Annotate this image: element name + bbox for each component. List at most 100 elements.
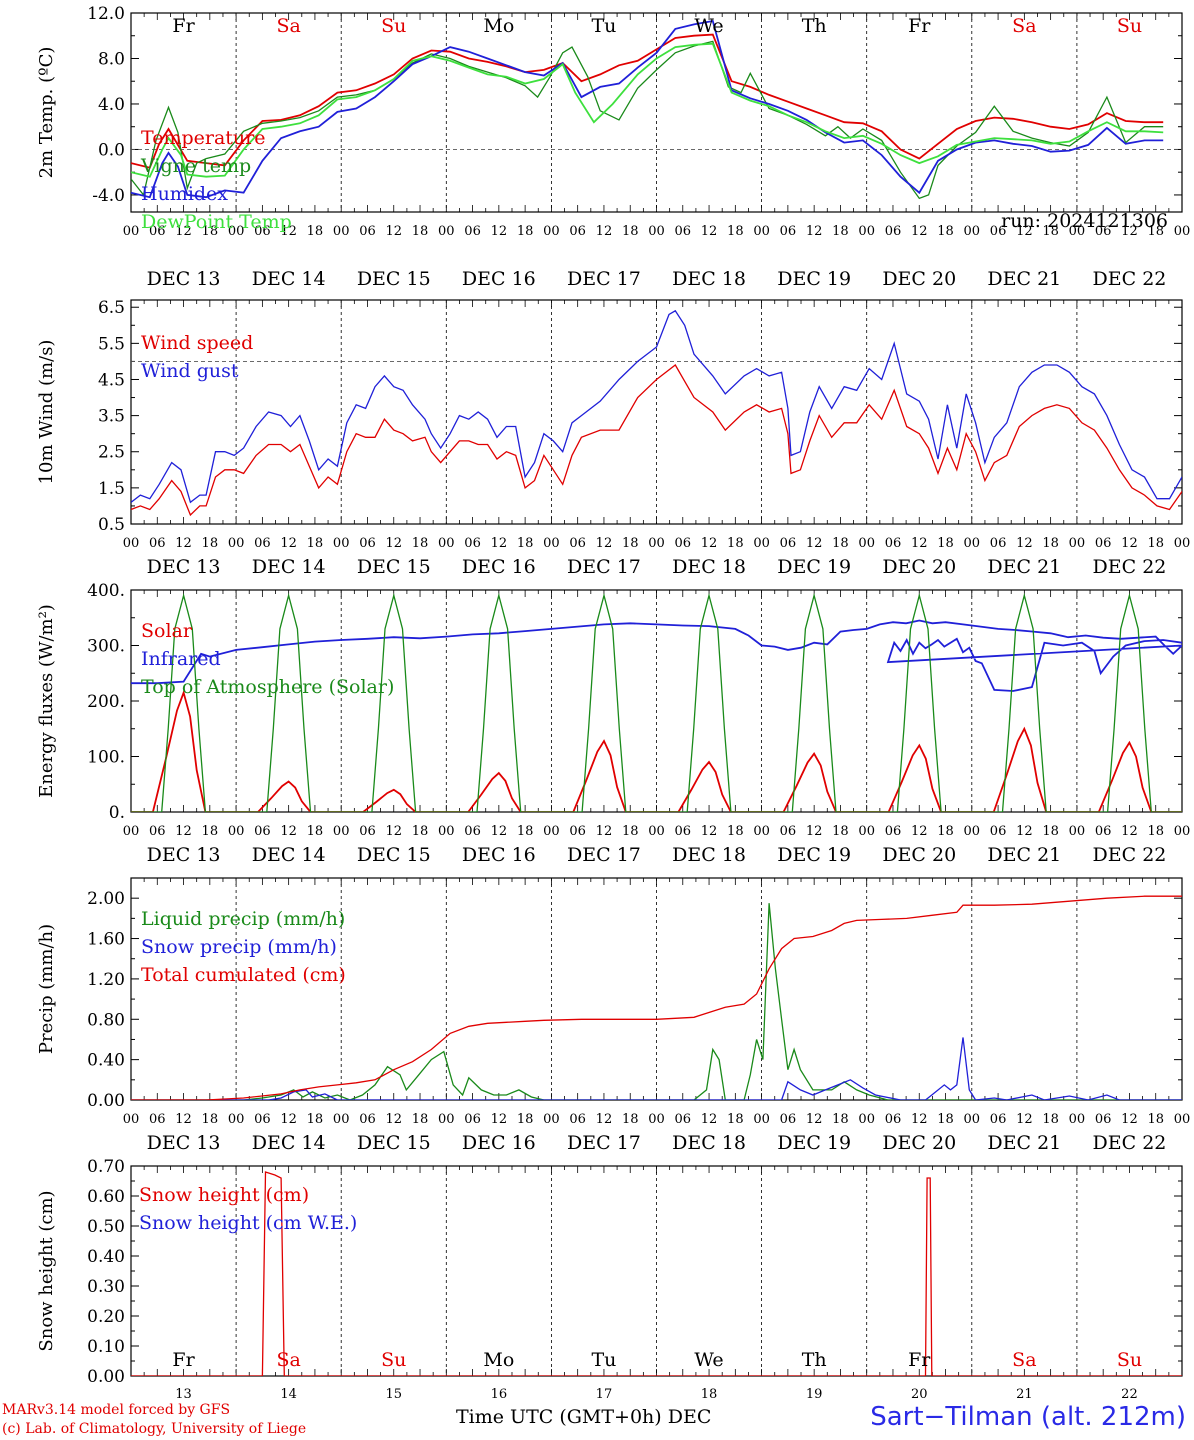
x-hour-label: 00 bbox=[858, 824, 875, 839]
x-date-label: DEC 18 bbox=[672, 844, 746, 866]
x-date-label: DEC 17 bbox=[567, 268, 641, 290]
weekday-label: Mo bbox=[483, 1349, 514, 1371]
legend-entry: Top of Atmosphere (Solar) bbox=[141, 676, 394, 698]
y-tick-label: 2.00 bbox=[87, 889, 125, 909]
x-hour-label: 00 bbox=[228, 824, 245, 839]
x-hour-label: 12 bbox=[596, 824, 613, 839]
legend-entry: Liquid precip (mm/h) bbox=[141, 908, 345, 930]
legend-entry: Wind speed bbox=[141, 332, 253, 354]
x-hour-label: 12 bbox=[175, 536, 192, 551]
x-hour-label: 18 bbox=[1042, 824, 1059, 839]
x-hour-label: 00 bbox=[753, 224, 770, 239]
weekday-label: Sa bbox=[276, 1349, 300, 1371]
weekday-label: Th bbox=[802, 1349, 827, 1371]
x-hour-label: 18 bbox=[412, 536, 429, 551]
x-hour-label: 18 bbox=[1042, 1112, 1059, 1127]
x-hour-label: 00 bbox=[1174, 536, 1191, 551]
x-hour-label: 12 bbox=[385, 1112, 402, 1127]
x-hour-label: 18 bbox=[1042, 536, 1059, 551]
x-hour-label: 18 bbox=[622, 824, 639, 839]
weekday-label: Tu bbox=[591, 15, 616, 37]
x-hour-label: 12 bbox=[280, 536, 297, 551]
x-axis-title: Time UTC (GMT+0h) DEC bbox=[456, 1406, 712, 1428]
day-number-label: 17 bbox=[596, 1387, 613, 1402]
x-hour-label: 12 bbox=[385, 536, 402, 551]
x-hour-label: 06 bbox=[464, 1112, 481, 1127]
x-hour-label: 12 bbox=[1121, 824, 1138, 839]
x-date-label: DEC 13 bbox=[147, 844, 221, 866]
x-hour-label: 12 bbox=[491, 1112, 508, 1127]
x-date-label: DEC 17 bbox=[567, 556, 641, 578]
x-hour-label: 12 bbox=[701, 824, 718, 839]
x-date-label: DEC 22 bbox=[1093, 1132, 1167, 1154]
x-hour-label: 06 bbox=[149, 1112, 166, 1127]
x-date-label: DEC 19 bbox=[777, 1132, 851, 1154]
y-axis-label: 10m Wind (m/s) bbox=[36, 340, 57, 485]
legend-entry: Infrared bbox=[141, 648, 221, 670]
y-tick-label: 0.20 bbox=[87, 1307, 125, 1327]
x-hour-label: 06 bbox=[464, 824, 481, 839]
day-number-label: 19 bbox=[806, 1387, 823, 1402]
y-tick-label: 1.20 bbox=[87, 970, 125, 990]
x-hour-label: 18 bbox=[202, 824, 219, 839]
x-hour-label: 06 bbox=[254, 824, 271, 839]
x-hour-label: 06 bbox=[675, 224, 692, 239]
y-tick-label: 400. bbox=[87, 581, 125, 601]
x-hour-label: 18 bbox=[1147, 824, 1164, 839]
x-hour-label: 06 bbox=[675, 536, 692, 551]
x-hour-label: 00 bbox=[543, 1112, 560, 1127]
legend-entry: Snow height (cm) bbox=[139, 1184, 309, 1206]
day-number-label: 20 bbox=[911, 1387, 928, 1402]
x-hour-label: 06 bbox=[990, 224, 1007, 239]
panel-1: 12.0 8.0 4.0 0.0 -4.0 2m Temp. (ºC) 00 06 12 18 DE… bbox=[36, 4, 1190, 290]
x-hour-label: 12 bbox=[596, 1112, 613, 1127]
x-hour-label: 06 bbox=[780, 1112, 797, 1127]
x-hour-label: 18 bbox=[727, 224, 744, 239]
series-line-infrared bbox=[131, 619, 1182, 692]
x-hour-label: 06 bbox=[149, 824, 166, 839]
x-date-label: DEC 18 bbox=[672, 268, 746, 290]
x-hour-label: 18 bbox=[937, 1112, 954, 1127]
x-hour-label: 12 bbox=[806, 536, 823, 551]
weekday-label: Su bbox=[381, 1349, 406, 1371]
y-tick-label: 0.40 bbox=[87, 1051, 125, 1071]
x-hour-label: 12 bbox=[701, 1112, 718, 1127]
x-date-label: DEC 21 bbox=[987, 844, 1061, 866]
weekday-label: We bbox=[694, 1349, 723, 1371]
x-date-label: DEC 13 bbox=[147, 1132, 221, 1154]
x-hour-label: 18 bbox=[307, 536, 324, 551]
legend-entry: Snow precip (mm/h) bbox=[141, 936, 337, 958]
y-axis-label: Energy fluxes (W/m²) bbox=[36, 604, 57, 798]
x-hour-label: 00 bbox=[1069, 224, 1086, 239]
x-hour-label: 00 bbox=[964, 224, 981, 239]
x-date-label: DEC 20 bbox=[882, 1132, 956, 1154]
x-hour-label: 00 bbox=[438, 224, 455, 239]
x-hour-label: 00 bbox=[858, 1112, 875, 1127]
x-hour-label: 00 bbox=[333, 536, 350, 551]
x-hour-label: 06 bbox=[254, 1112, 271, 1127]
y-tick-label: 0.40 bbox=[87, 1247, 125, 1267]
day-number-label: 18 bbox=[701, 1387, 718, 1402]
x-hour-label: 12 bbox=[1016, 536, 1033, 551]
x-date-label: DEC 22 bbox=[1093, 844, 1167, 866]
weekday-label: Fr bbox=[908, 1349, 931, 1371]
x-hour-label: 12 bbox=[911, 1112, 928, 1127]
x-hour-label: 18 bbox=[307, 224, 324, 239]
x-hour-label: 12 bbox=[280, 224, 297, 239]
x-hour-label: 18 bbox=[622, 224, 639, 239]
x-date-label: DEC 19 bbox=[777, 556, 851, 578]
legend-entry: DewPoint Temp bbox=[141, 211, 292, 233]
y-tick-label: 1.60 bbox=[87, 930, 125, 950]
series-line-wind-gust bbox=[131, 309, 1182, 504]
x-hour-label: 06 bbox=[254, 536, 271, 551]
weekday-label: Mo bbox=[483, 15, 514, 37]
y-tick-label: 0.60 bbox=[87, 1187, 125, 1207]
y-axis-label: Snow height (cm) bbox=[36, 1190, 57, 1351]
x-date-label: DEC 14 bbox=[252, 844, 326, 866]
x-hour-label: 00 bbox=[1069, 824, 1086, 839]
x-hour-label: 06 bbox=[1095, 824, 1112, 839]
x-date-label: DEC 16 bbox=[462, 844, 536, 866]
x-date-label: DEC 18 bbox=[672, 556, 746, 578]
day-number-label: 22 bbox=[1121, 1387, 1138, 1402]
y-tick-label: 0.0 bbox=[98, 140, 125, 160]
